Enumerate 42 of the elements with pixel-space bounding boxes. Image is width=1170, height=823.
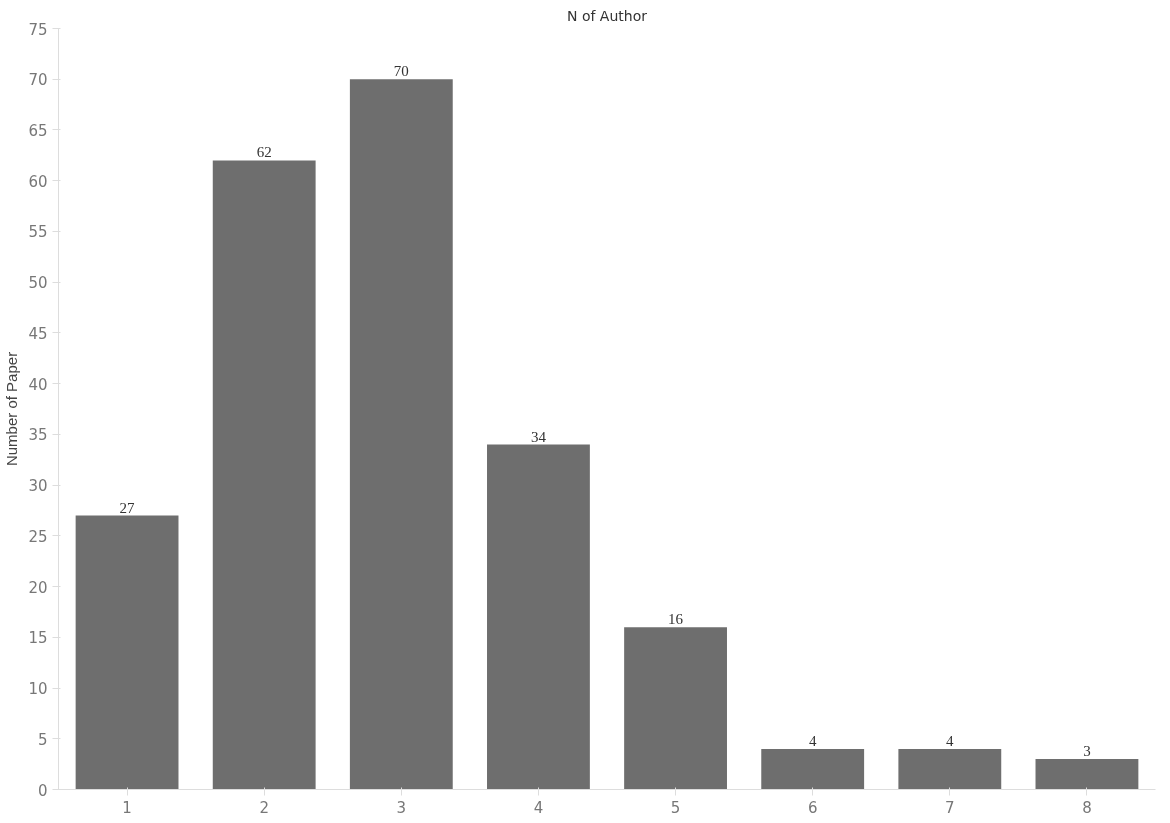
y-tick-label: 40 xyxy=(28,375,48,394)
data-label: 62 xyxy=(256,144,272,161)
bar xyxy=(487,444,590,790)
bar xyxy=(761,748,865,790)
y-tick-label: 10 xyxy=(28,680,48,699)
data-label: 16 xyxy=(668,611,684,628)
y-tick-label: 30 xyxy=(28,477,48,496)
y-tick-label: 50 xyxy=(28,274,48,293)
y-tick-label: 55 xyxy=(28,223,48,242)
y-axis-title: Number of Paper xyxy=(3,351,21,467)
y-tick-label: 60 xyxy=(28,172,48,191)
data-label: 70 xyxy=(393,63,409,80)
x-tick-label: 8 xyxy=(1082,798,1092,817)
data-label: 34 xyxy=(530,428,547,445)
x-tick-label: 1 xyxy=(122,798,132,817)
bar xyxy=(349,79,453,790)
y-tick-label: 20 xyxy=(28,578,48,597)
bar xyxy=(898,748,1002,790)
y-tick-label: 45 xyxy=(28,324,48,343)
y-tick-label: 75 xyxy=(28,20,48,39)
x-tick-label: 7 xyxy=(945,798,955,817)
y-tick-label: 15 xyxy=(28,629,48,648)
bar xyxy=(624,627,727,790)
y-tick-label: 5 xyxy=(37,730,48,749)
data-label: 4 xyxy=(946,732,955,749)
data-label: 4 xyxy=(808,732,817,749)
bar xyxy=(75,515,179,790)
y-tick-label: 65 xyxy=(28,121,48,140)
y-tick-label: 0 xyxy=(37,781,48,800)
data-label: 3 xyxy=(1083,743,1091,760)
x-tick-label: 6 xyxy=(807,798,818,817)
bar xyxy=(1035,759,1139,790)
x-tick-label: 3 xyxy=(396,798,407,817)
bar xyxy=(212,160,316,790)
chart-title: N of Author xyxy=(567,7,648,24)
y-tick-label: 25 xyxy=(28,527,48,546)
x-tick-label: 2 xyxy=(259,798,269,817)
x-tick-label: 4 xyxy=(533,798,544,817)
y-tick-label: 70 xyxy=(28,71,48,90)
y-tick-label: 35 xyxy=(28,426,48,445)
data-label: 27 xyxy=(119,499,136,516)
x-tick-label: 5 xyxy=(670,798,681,817)
